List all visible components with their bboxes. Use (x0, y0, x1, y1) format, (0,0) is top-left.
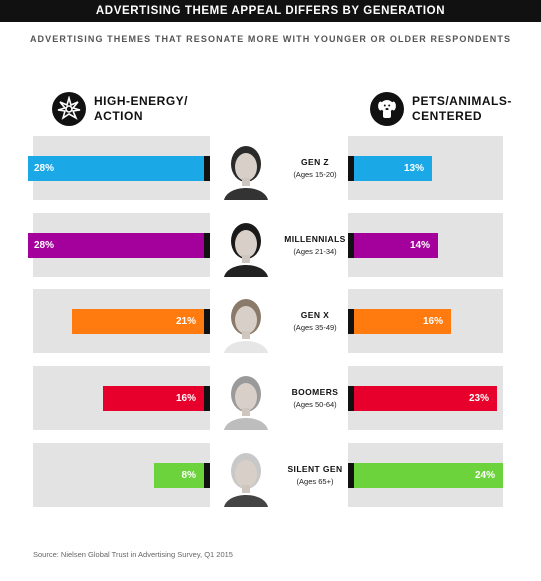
portrait-millennials (224, 223, 268, 277)
generation-name: SILENT GEN (287, 464, 343, 474)
generation-label: BOOMERS (Ages 50-64) (282, 366, 348, 430)
photo-frame (210, 443, 282, 507)
bar-high-energy-gen-z: 28% (28, 156, 204, 181)
generation-name: BOOMERS (291, 387, 339, 397)
bar-cap-right (348, 233, 354, 258)
chart-row-millennials: 28% 14% MILLENNIALS (Ages 21-34) (0, 213, 541, 277)
generation-label: GEN Z (Ages 15-20) (282, 136, 348, 200)
value-label-right: 16% (422, 316, 443, 327)
photo-frame (210, 289, 282, 353)
bar-cap-left (204, 156, 210, 181)
value-label-left: 8% (181, 470, 196, 481)
value-label-left: 28% (34, 240, 55, 251)
portrait-boomers (224, 376, 268, 430)
value-label-left: 16% (175, 393, 196, 404)
generation-age-range: (Ages 65+) (296, 477, 334, 486)
bar-cap-left (204, 233, 210, 258)
bar-pets-boomers: 23% (354, 386, 497, 411)
value-label-left: 28% (34, 163, 55, 174)
left-header-line1: HIGH-ENERGY/ (94, 94, 189, 108)
bar-high-energy-millennials: 28% (28, 233, 204, 258)
bar-pets-millennials: 14% (354, 233, 438, 258)
bar-pets-gen-x: 16% (354, 309, 451, 334)
value-label-right: 13% (403, 163, 424, 174)
generation-age-range: (Ages 35-49) (293, 323, 337, 332)
portrait-gen-x (224, 299, 268, 353)
bar-cap-left (204, 309, 210, 334)
left-header-line2: ACTION (94, 109, 143, 123)
chart-title: ADVERTISING THEME APPEAL DIFFERS BY GENE… (0, 0, 541, 22)
generation-age-range: (Ages 50-64) (293, 400, 337, 409)
left-header-label: HIGH-ENERGY/ ACTION (94, 94, 188, 124)
bar-high-energy-boomers: 16% (103, 386, 204, 411)
photo-frame (210, 366, 282, 430)
bar-cap-left (204, 463, 210, 488)
generation-name: GEN Z (301, 157, 329, 167)
bar-pets-silent-gen: 24% (354, 463, 503, 488)
value-label-left: 21% (175, 316, 196, 327)
bar-cap-right (348, 463, 354, 488)
generation-name: GEN X (300, 310, 330, 320)
generation-label: SILENT GEN (Ages 65+) (282, 443, 348, 507)
photo-frame (210, 136, 282, 200)
bar-cap-right (348, 386, 354, 411)
value-label-right: 24% (474, 470, 495, 481)
chart-subtitle: ADVERTISING THEMES THAT RESONATE MORE WI… (29, 34, 512, 44)
generation-name: MILLENNIALS (284, 234, 346, 244)
generation-label: MILLENNIALS (Ages 21-34) (282, 213, 348, 277)
generation-label: GEN X (Ages 35-49) (282, 289, 348, 353)
bar-high-energy-gen-x: 21% (72, 309, 204, 334)
generation-age-range: (Ages 15-20) (293, 170, 337, 179)
bar-cap-right (348, 156, 354, 181)
portrait-silent-gen (224, 453, 268, 507)
photo-frame (210, 213, 282, 277)
bar-pets-gen-z: 13% (354, 156, 432, 181)
value-label-right: 23% (468, 393, 489, 404)
right-header-line1: PETS/ANIMALS- (412, 94, 512, 108)
chart-row-gen-x: 21% 16% GEN X (Ages 35-49) (0, 289, 541, 353)
dog-icon (370, 92, 404, 126)
value-label-right: 14% (409, 240, 430, 251)
bar-high-energy-silent-gen: 8% (154, 463, 204, 488)
right-header-line2: CENTERED (412, 109, 483, 123)
chart-row-silent-gen: 8% 24% SILENT GEN (Ages 65+) (0, 443, 541, 507)
bar-cap-right (348, 309, 354, 334)
portrait-gen-z (224, 146, 268, 200)
right-header-label: PETS/ANIMALS- CENTERED (412, 94, 512, 124)
chart-row-boomers: 16% 23% BOOMERS (Ages 50-64) (0, 366, 541, 430)
bar-cap-left (204, 386, 210, 411)
generation-age-range: (Ages 21-34) (293, 247, 337, 256)
chart-row-gen-z: 28% 13% GEN Z (Ages 15-20) (0, 136, 541, 200)
starburst-icon (52, 92, 86, 126)
source-note: Source: Nielsen Global Trust in Advertis… (33, 550, 233, 559)
